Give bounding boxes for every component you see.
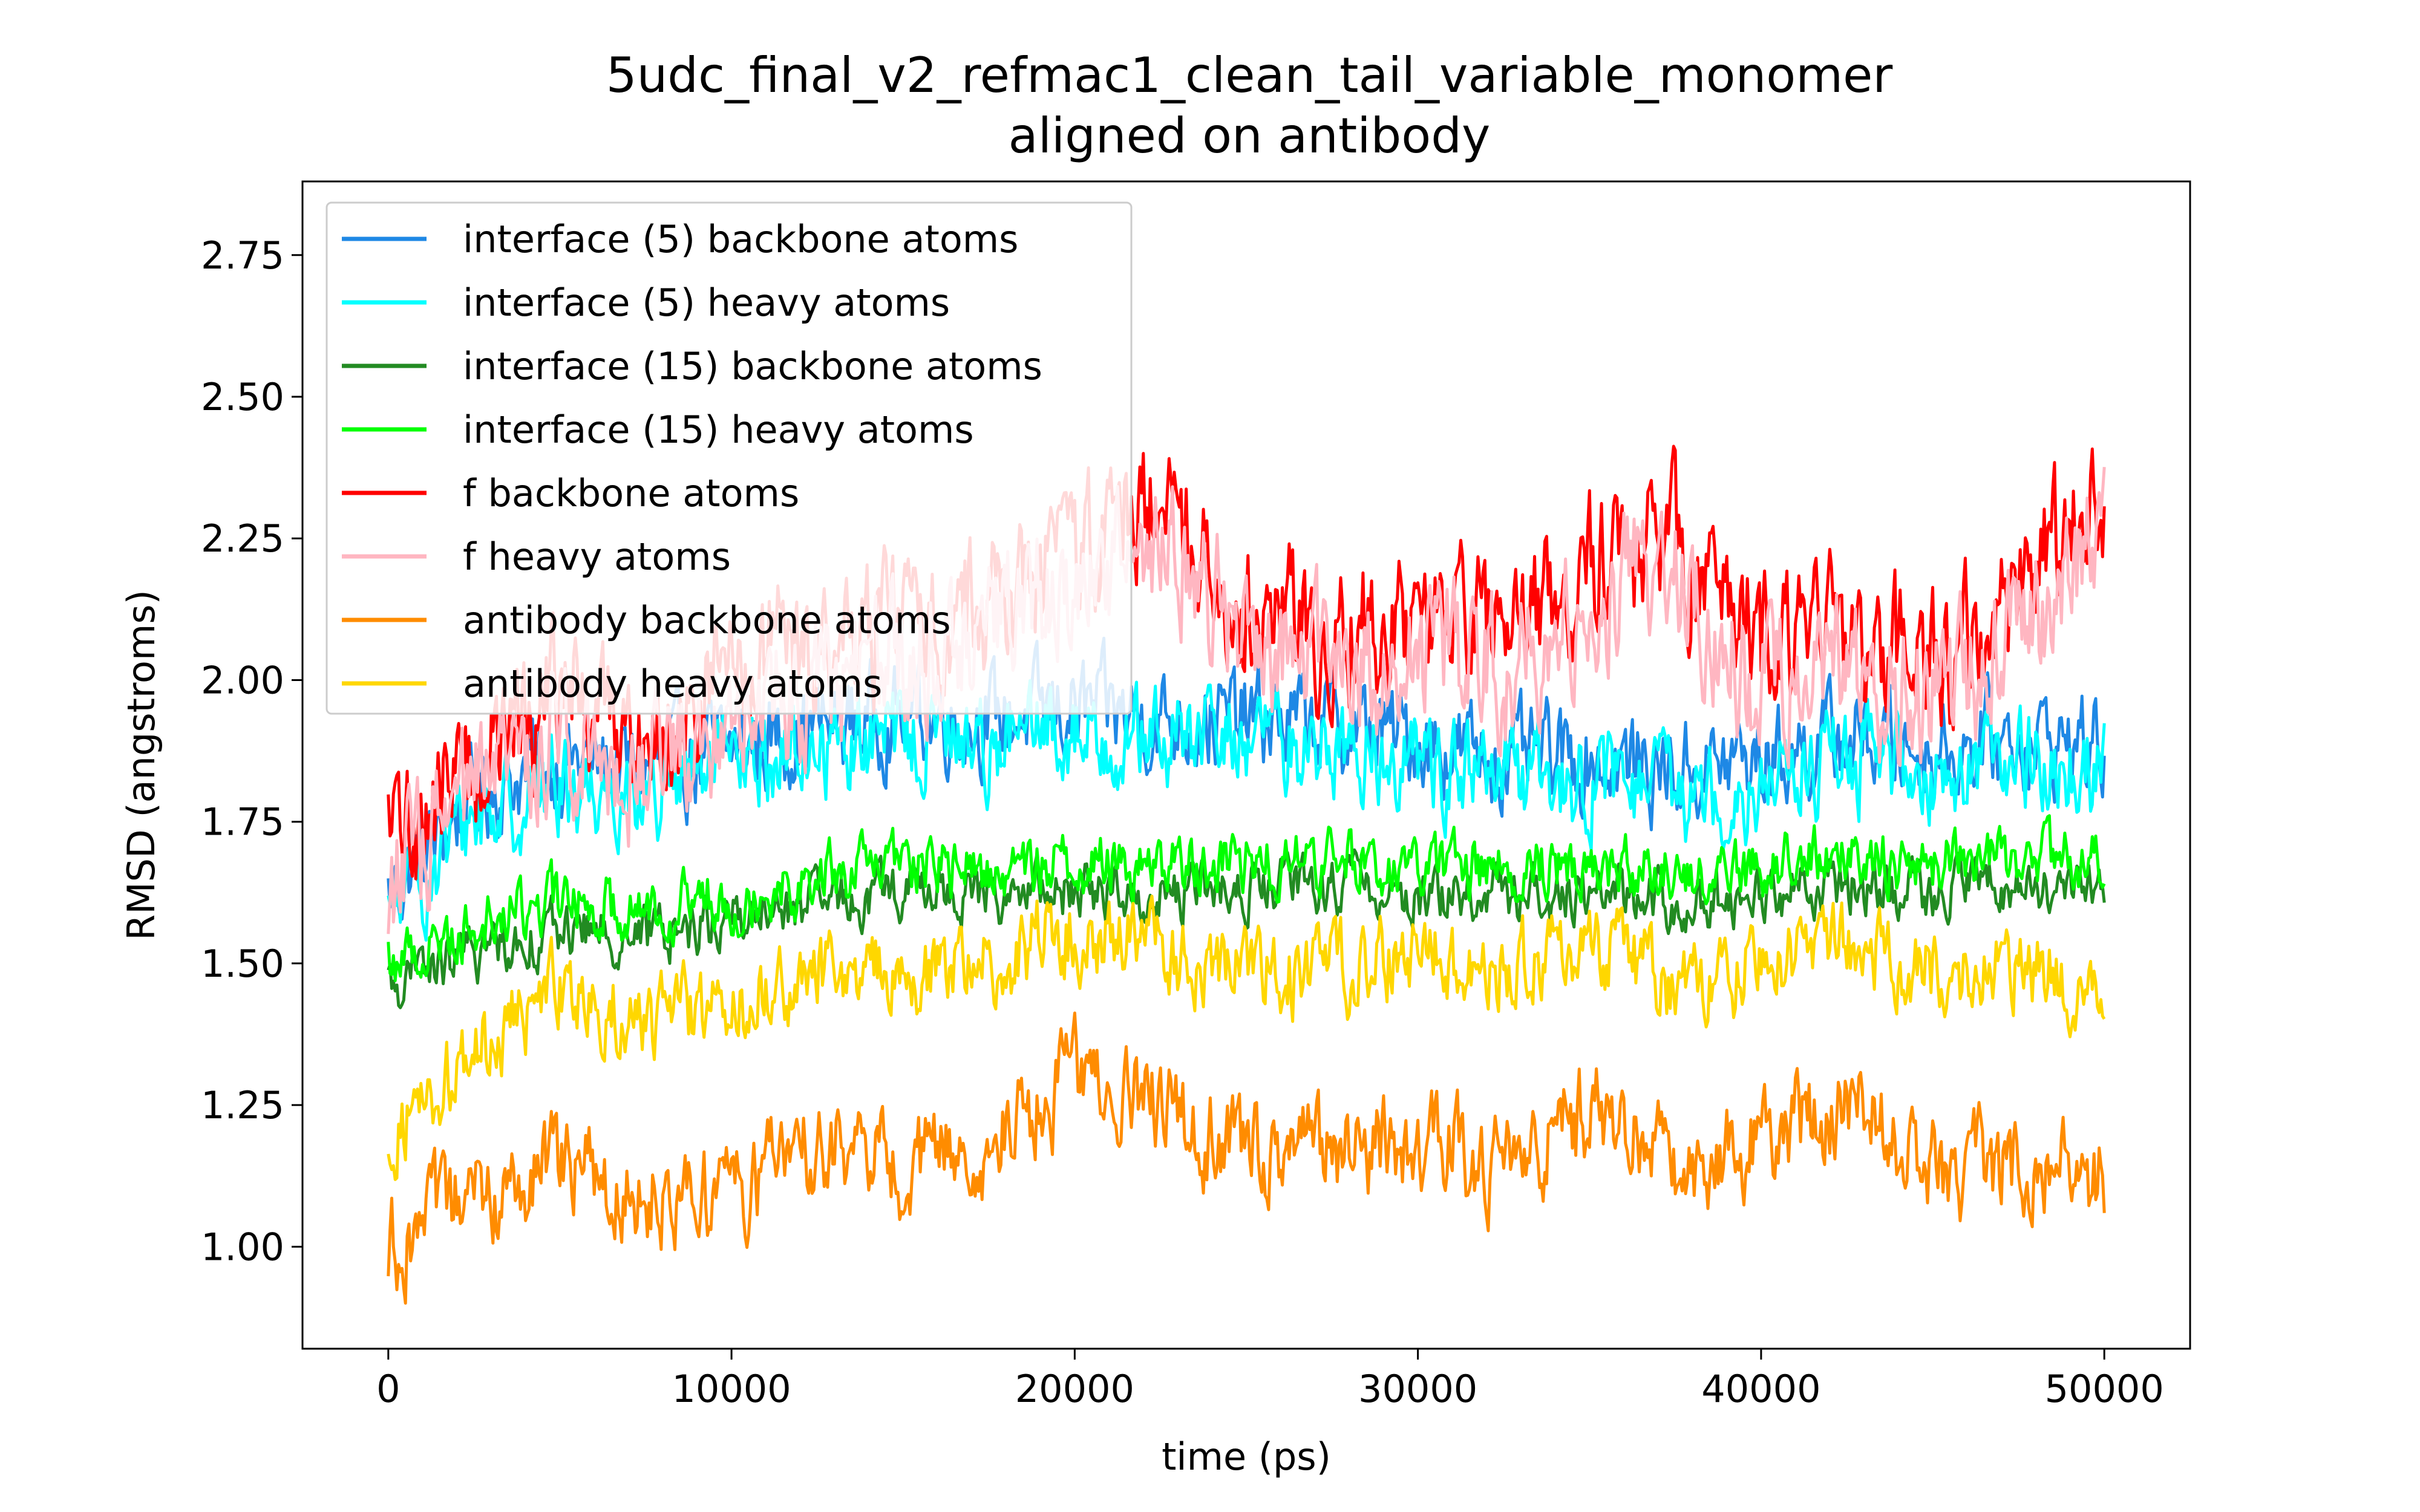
y-axis-label: RMSD (angstroms): [119, 590, 163, 940]
legend-label: interface (5) backbone atoms: [463, 217, 1018, 261]
chart-subtitle: aligned on antibody: [1009, 108, 1491, 164]
x-tick-label: 50000: [2045, 1367, 2164, 1411]
x-tick-label: 20000: [1015, 1367, 1134, 1411]
plot-frame: [301, 180, 2191, 1350]
series-layer: [387, 445, 2106, 1305]
x-tick-label: 10000: [672, 1367, 791, 1411]
x-tick-label: 40000: [1701, 1367, 1820, 1411]
legend-label: f heavy atoms: [463, 535, 731, 579]
chart-title: 5udc_final_v2_refmac1_clean_tail_variabl…: [606, 47, 1893, 103]
legend-label: f backbone atoms: [463, 471, 799, 515]
legend-label: interface (15) heavy atoms: [463, 408, 974, 452]
y-tick-label: 1.00: [201, 1225, 284, 1269]
x-tick-label: 0: [376, 1367, 400, 1411]
y-tick-label: 1.50: [201, 942, 284, 986]
y-tick-label: 2.25: [201, 516, 284, 561]
y-tick-label: 1.75: [201, 800, 284, 844]
x-tick-label: 30000: [1358, 1367, 1477, 1411]
x-axis: 0 10000 20000 30000 40000 50000: [376, 1349, 2164, 1411]
legend-label: antibody heavy atoms: [463, 662, 882, 706]
legend-label: interface (15) backbone atoms: [463, 344, 1042, 388]
series-line: [387, 894, 2106, 1181]
legend-label: antibody backbone atoms: [463, 598, 951, 642]
x-axis-label: time (ps): [1162, 1435, 1331, 1479]
legend-label: interface (5) heavy atoms: [463, 281, 950, 325]
y-tick-label: 1.25: [201, 1083, 284, 1127]
legend: interface (5) backbone atoms interface (5…: [325, 201, 1133, 715]
y-tick-label: 2.00: [201, 658, 284, 702]
series-line: [387, 467, 2106, 934]
series-line: [387, 1011, 2106, 1305]
series-line: [387, 814, 2106, 982]
y-tick-label: 2.75: [201, 233, 284, 278]
y-tick-label: 2.50: [201, 375, 284, 419]
legend-box: [325, 201, 1133, 715]
y-axis: 1.00 1.25 1.50 1.75 2.00 2.25 2.50 2.75: [201, 233, 302, 1269]
